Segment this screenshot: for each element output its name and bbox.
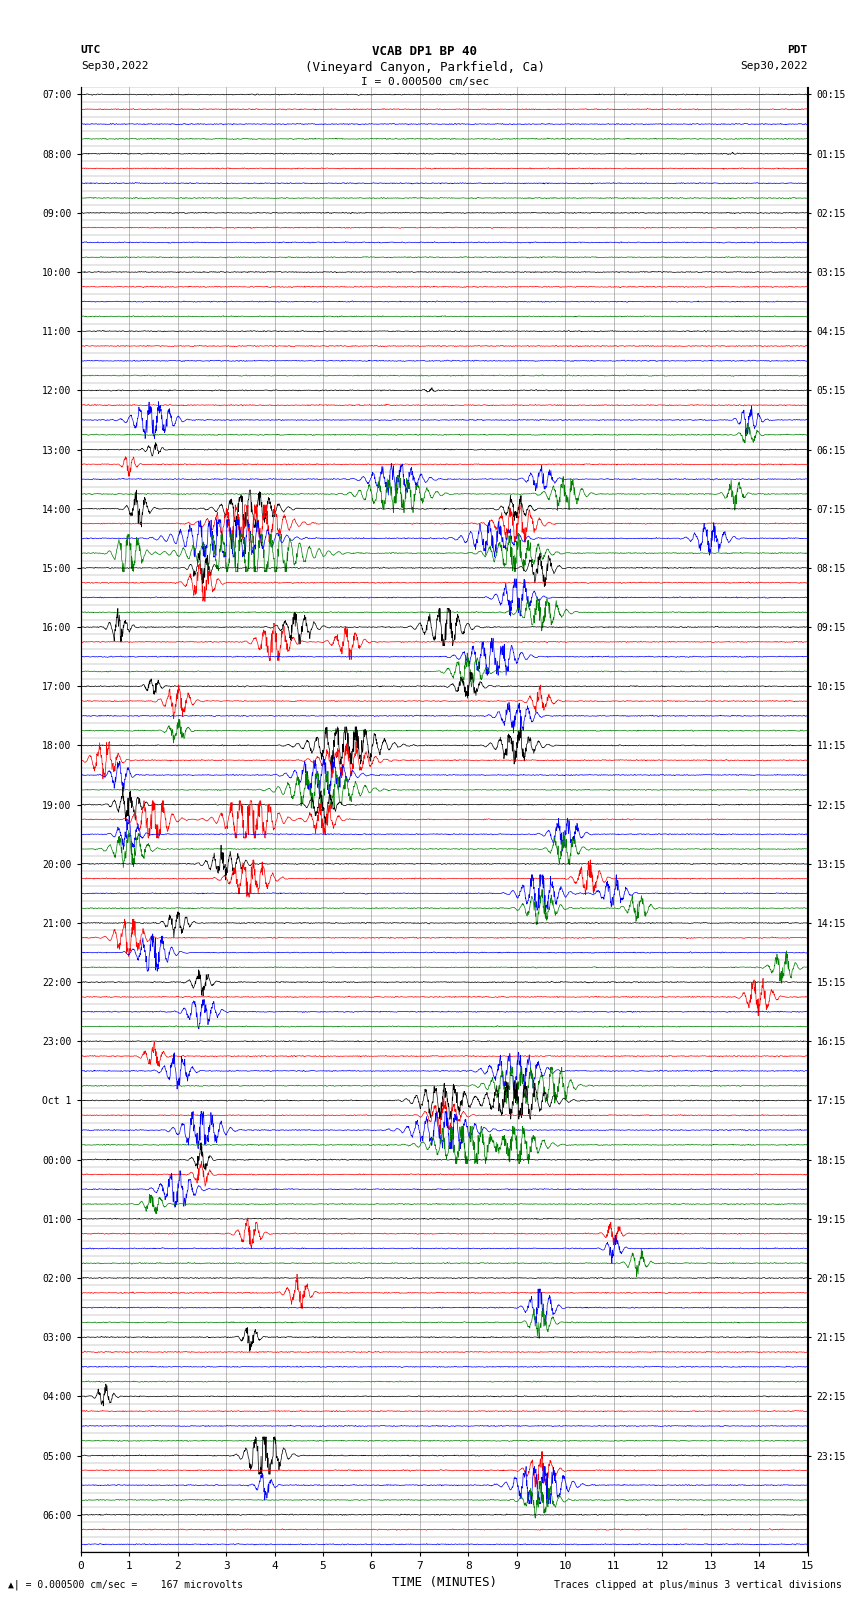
- Text: (Vineyard Canyon, Parkfield, Ca): (Vineyard Canyon, Parkfield, Ca): [305, 61, 545, 74]
- Text: Traces clipped at plus/minus 3 vertical divisions: Traces clipped at plus/minus 3 vertical …: [553, 1581, 842, 1590]
- Text: Sep30,2022: Sep30,2022: [81, 61, 148, 71]
- Text: PDT: PDT: [787, 45, 808, 55]
- Text: I = 0.000500 cm/sec: I = 0.000500 cm/sec: [361, 77, 489, 87]
- X-axis label: TIME (MINUTES): TIME (MINUTES): [392, 1576, 496, 1589]
- Text: ▲| = 0.000500 cm/sec =    167 microvolts: ▲| = 0.000500 cm/sec = 167 microvolts: [8, 1579, 243, 1590]
- Text: VCAB DP1 BP 40: VCAB DP1 BP 40: [372, 45, 478, 58]
- Text: Sep30,2022: Sep30,2022: [740, 61, 808, 71]
- Text: UTC: UTC: [81, 45, 101, 55]
